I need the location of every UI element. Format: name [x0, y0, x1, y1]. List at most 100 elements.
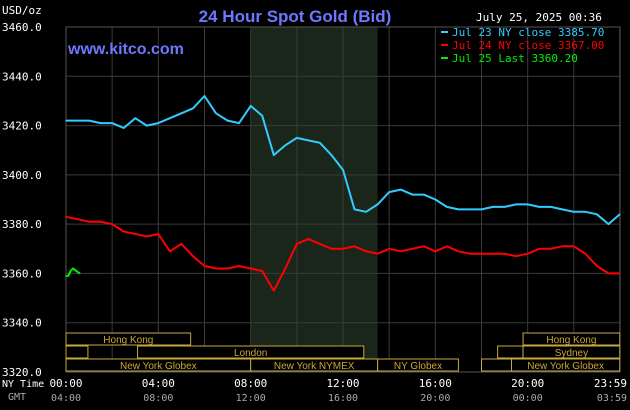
data-point [480, 208, 483, 210]
data-point [192, 255, 194, 257]
data-point [619, 272, 621, 275]
data-point [203, 265, 206, 267]
data-point [319, 243, 321, 245]
y-axis: 3460.0 3440.0 3420.0 3400.0 3380.0 3360.0 3340… [2, 21, 42, 379]
x-tick-ny: 00:00 [49, 377, 82, 390]
data-point [503, 206, 506, 208]
data-point [561, 245, 563, 247]
data-point [330, 154, 333, 156]
x-tick-ny: 04:00 [142, 377, 175, 390]
grid [65, 26, 621, 373]
data-point [469, 208, 471, 210]
data-point [434, 250, 436, 252]
session-label: Hong Kong [546, 335, 596, 346]
data-point [261, 115, 263, 117]
data-point [180, 243, 183, 245]
data-point [319, 142, 321, 144]
session-label: NY Globex [394, 361, 442, 372]
session-box [377, 358, 459, 372]
data-point [411, 193, 413, 196]
data-point [573, 245, 575, 247]
data-point [169, 250, 171, 252]
nymex-session-highlight [250, 27, 378, 372]
data-point [584, 253, 586, 255]
session-label: Hong Kong [103, 335, 153, 346]
data-point [434, 198, 436, 201]
data-point [226, 267, 229, 270]
data-point [330, 248, 333, 250]
plot-frame [65, 26, 621, 373]
data-point [250, 267, 252, 270]
data-point [503, 253, 506, 255]
data-point [238, 122, 240, 124]
data-point [72, 267, 74, 270]
data-point [100, 221, 102, 223]
y-tick-label: 3320.0 [2, 366, 42, 379]
x-tick-gmt: 12:00 [236, 393, 266, 404]
x-tick-gmt: 16:00 [328, 393, 358, 404]
data-point [423, 245, 425, 247]
data-point [353, 208, 356, 210]
session-box [511, 358, 621, 372]
x-axis: NY Time GMT 00:00 04:00 08:00 12:00 16:00 20:00… [2, 377, 627, 404]
ny-time-label: NY Time [2, 379, 44, 390]
data-point [527, 203, 529, 206]
data-point [492, 253, 494, 255]
data-point [238, 265, 240, 267]
session-box [497, 345, 524, 359]
session-box [65, 332, 192, 346]
data-point [100, 122, 102, 124]
data-point [215, 112, 217, 114]
data-point [561, 208, 563, 210]
data-point [377, 253, 379, 255]
data-point [146, 124, 148, 127]
data-point [400, 189, 402, 191]
data-point [192, 107, 194, 109]
session-box [522, 345, 621, 359]
x-tick-gmt: 08:00 [143, 393, 173, 404]
session-box [481, 358, 513, 372]
data-point [250, 105, 252, 107]
data-point [88, 221, 90, 223]
data-point [123, 230, 125, 233]
data-point [157, 233, 159, 235]
data-point [457, 250, 460, 252]
data-point [480, 253, 483, 255]
data-point [515, 255, 517, 257]
data-point [342, 248, 344, 250]
data-point [284, 144, 286, 146]
site-logo: www.kitco.com [67, 41, 184, 58]
data-point [353, 245, 356, 247]
data-point [411, 248, 413, 250]
legend-entry: Jul 25 Last 3360.20 [452, 52, 578, 65]
data-point [550, 206, 552, 208]
session-label: New York Globex [527, 361, 604, 372]
session-box [522, 332, 621, 346]
data-point [296, 137, 298, 139]
data-point [215, 267, 217, 270]
data-point [284, 267, 286, 270]
y-tick-label: 3440.0 [2, 70, 42, 83]
session-label: Sydney [555, 348, 588, 359]
data-point [538, 206, 540, 208]
data-point [342, 169, 344, 171]
data-point [67, 275, 69, 277]
data-point [446, 206, 448, 208]
price-series [65, 95, 621, 292]
data-point [400, 250, 402, 252]
x-tick-ny: 20:00 [511, 377, 544, 390]
data-point [607, 272, 610, 275]
data-point [146, 235, 148, 238]
data-point [88, 120, 90, 122]
data-point [75, 270, 77, 272]
data-point [365, 211, 367, 213]
x-tick-gmt: 03:59 [597, 393, 627, 404]
session-box [65, 345, 89, 359]
data-point [111, 223, 113, 225]
data-point [515, 203, 517, 206]
data-point [607, 223, 610, 225]
data-point [538, 248, 540, 250]
data-point [388, 191, 390, 193]
data-point [261, 270, 263, 272]
